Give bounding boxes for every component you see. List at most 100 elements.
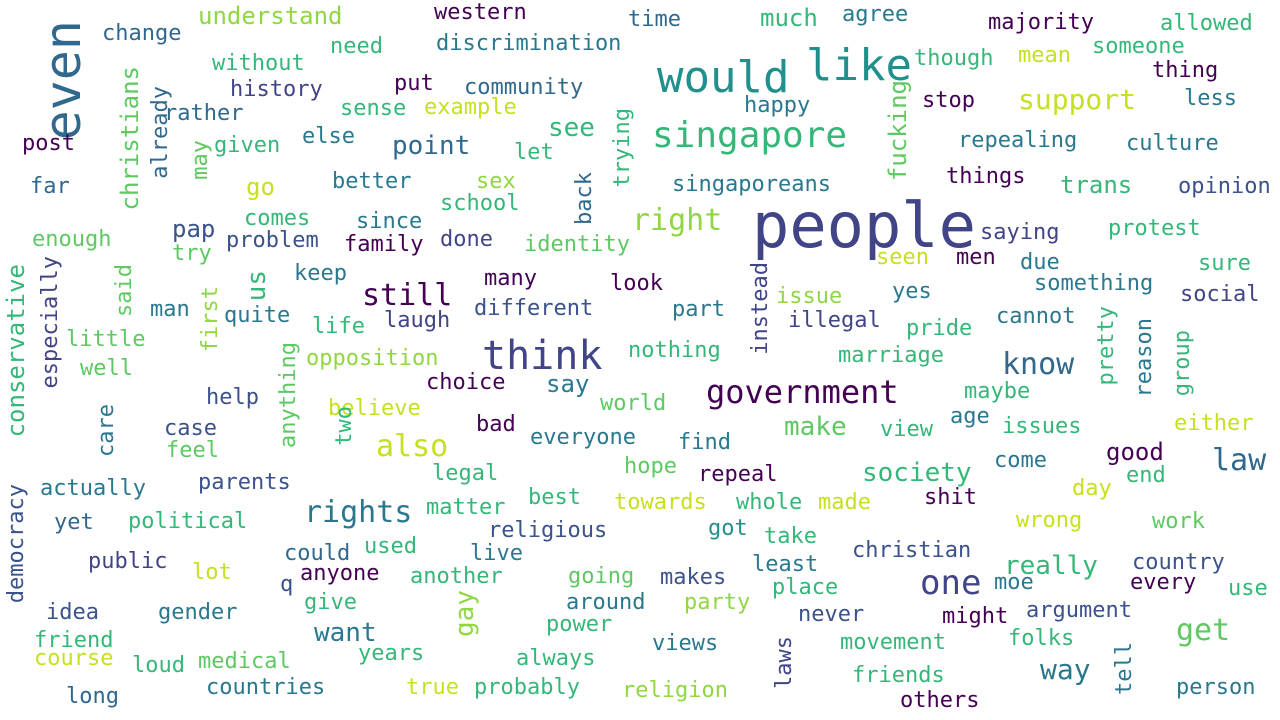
word-tell: tell <box>1112 642 1137 695</box>
word-one: one <box>920 563 982 603</box>
word-repealing: repealing <box>958 128 1078 153</box>
word-done: done <box>440 227 493 252</box>
word-majority: majority <box>988 10 1094 35</box>
word-right: right <box>632 203 723 238</box>
word-take: take <box>764 524 817 549</box>
word-since: since <box>356 209 423 234</box>
word-nothing: nothing <box>628 338 721 363</box>
word-countries: countries <box>206 675 326 700</box>
word-never: never <box>798 602 865 627</box>
word-comes: comes <box>244 206 311 231</box>
word-place: place <box>772 575 839 600</box>
word-still: still <box>362 278 453 313</box>
word-society: society <box>862 458 972 488</box>
word-already: already <box>148 86 173 179</box>
word-bad: bad <box>476 412 516 437</box>
word-everyone: everyone <box>530 425 636 450</box>
word-like: like <box>806 40 912 91</box>
word-back: back <box>572 172 597 225</box>
word-say: say <box>546 370 590 398</box>
word-enough: enough <box>32 227 112 252</box>
word-got: got <box>708 516 748 541</box>
word-issue: issue <box>776 284 843 309</box>
word-different: different <box>474 296 594 321</box>
word-point: point <box>392 131 471 161</box>
word-else: else <box>302 124 355 149</box>
word-religious: religious <box>488 518 608 543</box>
word-man: man <box>150 297 190 322</box>
word-always: always <box>516 646 596 671</box>
word-maybe: maybe <box>964 379 1031 404</box>
word-little: little <box>66 327 146 352</box>
word-something: something <box>1034 271 1154 296</box>
word-medical: medical <box>198 649 291 674</box>
word-way: way <box>1040 653 1091 686</box>
word-find: find <box>678 430 731 455</box>
word-actually: actually <box>40 476 146 501</box>
word-history: history <box>230 77 323 102</box>
word-less: less <box>1184 86 1237 111</box>
word-rather: rather <box>164 101 244 126</box>
word-singapore: singapore <box>652 115 848 156</box>
word-course: course <box>34 646 114 671</box>
word-due: due <box>1020 250 1060 275</box>
word-two: two <box>332 406 357 446</box>
word-care: care <box>94 404 119 457</box>
word-stop: stop <box>922 88 975 113</box>
word-happy: happy <box>744 93 811 118</box>
word-put: put <box>394 71 434 96</box>
word-repeal: repeal <box>698 462 778 487</box>
word-religion: religion <box>622 678 728 703</box>
word-school: school <box>440 191 520 216</box>
word-discrimination: discrimination <box>436 31 622 56</box>
word-look: look <box>610 271 663 296</box>
word-years: years <box>358 641 425 666</box>
word-need: need <box>330 34 383 59</box>
word-trying: trying <box>610 108 635 188</box>
word-party: party <box>684 590 751 615</box>
word-going: going <box>568 564 635 589</box>
word-come: come <box>994 448 1047 473</box>
word-made: made <box>818 490 871 515</box>
word-folks: folks <box>1008 626 1075 651</box>
word-issues: issues <box>1002 414 1082 439</box>
word-part: part <box>672 297 725 322</box>
word-sex: sex <box>476 169 516 194</box>
word-power: power <box>546 612 613 637</box>
word-friends: friends <box>852 663 945 688</box>
word-quite: quite <box>224 303 291 328</box>
word-agree: agree <box>842 2 909 27</box>
word-person: person <box>1176 675 1256 700</box>
word-let: let <box>514 140 554 165</box>
word-keep: keep <box>294 261 347 286</box>
word-whole: whole <box>736 490 803 515</box>
word-support: support <box>1018 83 1137 116</box>
word-choice: choice <box>426 370 506 395</box>
word-far: far <box>30 174 70 199</box>
word-said: said <box>112 264 137 317</box>
word-moe: moe <box>994 570 1034 595</box>
word-see: see <box>548 113 595 143</box>
word-country: country <box>1132 550 1225 575</box>
word-give: give <box>304 590 357 615</box>
word-towards: towards <box>614 490 707 515</box>
word-community: community <box>464 75 584 100</box>
word-lot: lot <box>192 560 232 585</box>
word-though: though <box>914 46 994 71</box>
word-make: make <box>784 412 847 442</box>
word-anyone: anyone <box>300 561 380 586</box>
word-legal: legal <box>432 461 499 486</box>
word-loud: loud <box>132 653 185 678</box>
word-case: case <box>164 416 217 441</box>
word-matter: matter <box>426 495 506 520</box>
word-especially: especially <box>38 256 63 389</box>
word-yes: yes <box>892 279 932 304</box>
word-movement: movement <box>840 630 946 655</box>
word-get: get <box>1176 613 1231 648</box>
word-pride: pride <box>906 316 973 341</box>
word-many: many <box>484 266 537 291</box>
word-wrong: wrong <box>1016 508 1083 533</box>
word-gay: gay <box>450 590 480 637</box>
word-allowed: allowed <box>1160 11 1253 36</box>
